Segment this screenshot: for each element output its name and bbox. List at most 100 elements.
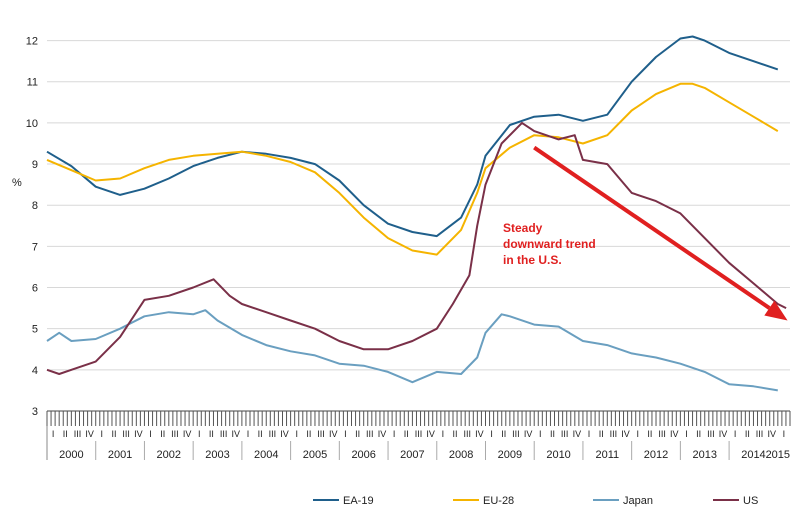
y-tick-label: 6 xyxy=(32,283,38,295)
x-quarter-label: II xyxy=(453,429,458,439)
y-axis: 3 4 5 6 7 8 9 10 11 12 xyxy=(26,36,38,418)
x-quarter-label: I xyxy=(588,429,591,439)
annotation: Steady downward trend in the U.S. xyxy=(503,145,788,321)
y-tick-label: 8 xyxy=(32,200,38,212)
x-quarter-label: II xyxy=(306,429,311,439)
x-quarter-label: II xyxy=(355,429,360,439)
x-quarter-label: III xyxy=(122,429,130,439)
series-lines xyxy=(46,35,787,392)
legend: EA-19 EU-28 Japan US xyxy=(313,495,758,507)
x-quarter-label: I xyxy=(393,429,396,439)
gridlines xyxy=(47,40,790,412)
x-year-label: 2010 xyxy=(546,449,570,461)
x-year-label: 2007 xyxy=(400,449,424,461)
y-tick-label: 5 xyxy=(32,324,38,336)
x-quarter-label: III xyxy=(366,429,374,439)
x-quarter-label: I xyxy=(636,429,639,439)
x-quarter-label: I xyxy=(734,429,737,439)
x-quarter-label: I xyxy=(149,429,152,439)
x-quarter-label: II xyxy=(599,429,604,439)
x-quarter-label: I xyxy=(344,429,347,439)
x-quarter-label: I xyxy=(539,429,542,439)
y-tick-label: 10 xyxy=(26,118,38,130)
x-quarter-label: I xyxy=(247,429,250,439)
annotation-arrow-shaft xyxy=(533,145,771,310)
series-line-eu-28 xyxy=(46,82,779,256)
y-axis-label: % xyxy=(12,177,22,189)
x-quarter-label: III xyxy=(707,429,715,439)
series-line-japan xyxy=(46,309,778,392)
legend-label: EA-19 xyxy=(343,495,374,507)
annotation-line: downward trend xyxy=(503,237,596,251)
x-year-label: 2003 xyxy=(205,449,229,461)
x-quarter-label: IV xyxy=(134,429,143,439)
x-year-label: 2002 xyxy=(157,449,181,461)
x-quarter-label: IV xyxy=(426,429,435,439)
x-quarter-label: II xyxy=(404,429,409,439)
x-quarter-label: III xyxy=(317,429,325,439)
x-quarter-label: IV xyxy=(767,429,776,439)
legend-item: EA-19 xyxy=(313,495,374,507)
x-quarter-label: IV xyxy=(524,429,533,439)
x-quarter-label: III xyxy=(74,429,82,439)
x-quarter-label: I xyxy=(101,429,104,439)
x-quarter-label: III xyxy=(415,429,423,439)
x-year-label: 2014 xyxy=(741,449,765,461)
x-quarter-label: II xyxy=(63,429,68,439)
x-quarter-label: I xyxy=(52,429,55,439)
x-quarter-label: II xyxy=(209,429,214,439)
x-quarter-label: IV xyxy=(719,429,728,439)
y-tick-label: 7 xyxy=(32,241,38,253)
x-quarter-label: II xyxy=(550,429,555,439)
x-quarter-label: I xyxy=(490,429,493,439)
legend-item: Japan xyxy=(593,495,653,507)
x-quarter-label: II xyxy=(160,429,165,439)
x-year-label: 2013 xyxy=(692,449,716,461)
x-year-label: 2008 xyxy=(449,449,473,461)
series-line-us xyxy=(46,121,787,375)
x-quarter-label: II xyxy=(111,429,116,439)
x-year-label: 2001 xyxy=(108,449,132,461)
x-quarter-label: IV xyxy=(329,429,338,439)
x-quarter-label: II xyxy=(258,429,263,439)
x-quarter-label: IV xyxy=(378,429,387,439)
x-quarter-label: III xyxy=(269,429,277,439)
annotation-line: Steady xyxy=(503,221,543,235)
y-tick-label: 9 xyxy=(32,159,38,171)
x-year-label: 2004 xyxy=(254,449,278,461)
x-quarter-label: II xyxy=(696,429,701,439)
x-quarter-label: III xyxy=(512,429,520,439)
y-tick-label: 4 xyxy=(32,365,38,377)
x-quarter-label: IV xyxy=(475,429,484,439)
x-quarter-label: III xyxy=(561,429,569,439)
series-line-ea-19 xyxy=(46,35,779,238)
x-quarter-label: IV xyxy=(280,429,289,439)
x-quarter-label: IV xyxy=(670,429,679,439)
y-tick-label: 12 xyxy=(26,36,38,48)
annotation-text: Steady downward trend in the U.S. xyxy=(503,221,596,267)
x-quarter-label: III xyxy=(610,429,618,439)
x-quarter-label: I xyxy=(783,429,786,439)
x-year-label: 2009 xyxy=(498,449,522,461)
annotation-line: in the U.S. xyxy=(503,253,562,267)
legend-label: US xyxy=(743,495,758,507)
x-quarter-label: III xyxy=(220,429,228,439)
x-quarter-label: II xyxy=(647,429,652,439)
x-quarter-label: II xyxy=(745,429,750,439)
x-quarter-label: I xyxy=(685,429,688,439)
x-quarter-label: II xyxy=(501,429,506,439)
x-quarter-label: I xyxy=(198,429,201,439)
x-quarter-label: IV xyxy=(85,429,94,439)
x-quarter-label: IV xyxy=(573,429,582,439)
legend-label: Japan xyxy=(623,495,653,507)
x-quarter-label: III xyxy=(756,429,764,439)
x-year-label: 2000 xyxy=(59,449,83,461)
x-quarter-label: III xyxy=(463,429,471,439)
x-year-label: 2006 xyxy=(351,449,375,461)
legend-item: US xyxy=(713,495,758,507)
x-quarter-label: III xyxy=(171,429,179,439)
x-quarter-label: I xyxy=(442,429,445,439)
x-quarter-label: III xyxy=(658,429,666,439)
